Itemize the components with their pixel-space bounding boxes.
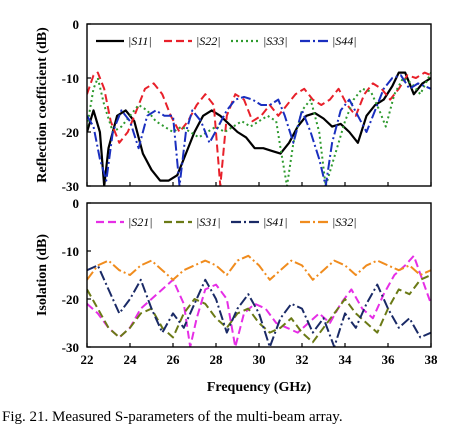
x-tick-label: 26 bbox=[167, 352, 181, 367]
isolation-panel: 0 -10 -20 -30 22 24 26 28 30 32 34 36 38 Isolation … bbox=[35, 196, 438, 395]
isolation-series-group bbox=[87, 254, 431, 347]
reflection-y-ticks: 0 -10 -20 -30 bbox=[62, 17, 91, 194]
series-line-s32 bbox=[87, 254, 431, 281]
legend-label-s41: |S41| bbox=[263, 215, 288, 229]
y-tick-label: -30 bbox=[62, 179, 79, 194]
legend-label-s32: |S32| bbox=[332, 215, 357, 229]
reflection-series-group bbox=[87, 71, 431, 186]
legend-label-s31: |S31| bbox=[196, 215, 221, 229]
reflection-legend: |S11| |S22| |S33| |S44| bbox=[96, 34, 357, 48]
y-tick-label: -20 bbox=[62, 125, 79, 140]
series-line-s22 bbox=[87, 71, 431, 186]
s-parameter-figure: 0 -10 -20 -30 Reflection coefficient (dB) |… bbox=[35, 17, 438, 395]
legend-label-s21: |S21| bbox=[128, 215, 153, 229]
x-tick-label: 32 bbox=[296, 352, 309, 367]
x-tick-label: 36 bbox=[382, 352, 396, 367]
series-line-s21 bbox=[87, 254, 431, 347]
legend-label-s44: |S44| bbox=[332, 34, 357, 48]
isolation-legend: |S21| |S31| |S41| |S32| bbox=[96, 215, 357, 229]
isolation-y-axis-label: Isolation (dB) bbox=[35, 234, 50, 316]
y-tick-label: 0 bbox=[73, 17, 80, 32]
x-tick-label: 22 bbox=[81, 352, 94, 367]
y-tick-label: 0 bbox=[73, 196, 80, 211]
series-line-s31 bbox=[87, 274, 431, 344]
y-tick-label: -10 bbox=[62, 244, 79, 259]
series-line-s44 bbox=[87, 74, 431, 186]
series-line-s41 bbox=[87, 264, 431, 347]
x-tick-label: 30 bbox=[253, 352, 266, 367]
series-line-s33 bbox=[87, 72, 431, 186]
x-tick-label: 34 bbox=[339, 352, 353, 367]
legend-label-s33: |S33| bbox=[263, 34, 288, 48]
reflection-panel: 0 -10 -20 -30 Reflection coefficient (dB) |… bbox=[35, 17, 432, 194]
reflection-y-axis-label: Reflection coefficient (dB) bbox=[35, 27, 50, 183]
reflection-plot-frame bbox=[86, 23, 432, 187]
legend-label-s22: |S22| bbox=[196, 34, 221, 48]
y-tick-label: -10 bbox=[62, 71, 79, 86]
figure-caption: Fig. 21. Measured S-parameters of the mu… bbox=[2, 409, 343, 425]
y-tick-label: -30 bbox=[62, 340, 79, 355]
x-axis-label: Frequency (GHz) bbox=[207, 380, 312, 395]
x-tick-label: 28 bbox=[210, 352, 224, 367]
x-tick-label: 38 bbox=[425, 352, 439, 367]
legend-label-s11: |S11| bbox=[128, 34, 152, 48]
x-tick-label: 24 bbox=[124, 352, 138, 367]
reflection-x-ticks bbox=[86, 182, 432, 186]
y-tick-label: -20 bbox=[62, 292, 79, 307]
isolation-y-ticks: 0 -10 -20 -30 bbox=[62, 196, 91, 355]
isolation-x-ticks: 22 24 26 28 30 32 34 36 38 bbox=[81, 343, 439, 367]
series-line-s11 bbox=[87, 71, 431, 186]
